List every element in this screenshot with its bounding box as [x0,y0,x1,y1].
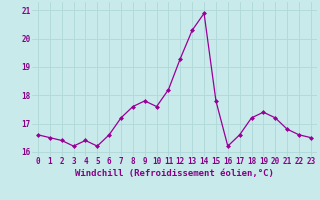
X-axis label: Windchill (Refroidissement éolien,°C): Windchill (Refroidissement éolien,°C) [75,169,274,178]
